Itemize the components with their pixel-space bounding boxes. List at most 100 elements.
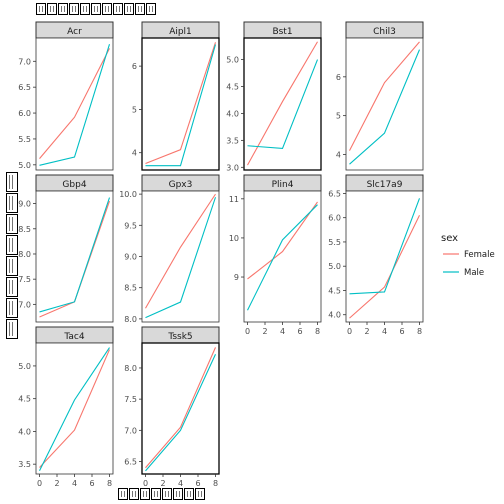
series-line-female-aipl1 xyxy=(145,42,217,165)
x-tick-label: 4 xyxy=(382,327,387,336)
x-tick-label: 2 xyxy=(364,327,369,336)
facet-label-slc17a9: Slc17a9 xyxy=(367,180,403,190)
x-axis-label xyxy=(118,488,206,500)
series-line-female-plin4 xyxy=(247,201,318,280)
x-tick-label: 0 xyxy=(245,327,250,336)
y-tick-label: 3.5 xyxy=(226,136,239,145)
y-axis-label xyxy=(6,172,18,340)
y-tick-label: 7.0 xyxy=(18,300,31,309)
series-line-female-tssk5 xyxy=(145,347,217,469)
y-tick-label: 4.0 xyxy=(18,427,31,436)
x-tick-label: 8 xyxy=(213,479,218,488)
y-tick-label: 6.0 xyxy=(18,109,31,118)
series-line-male-plin4 xyxy=(247,204,318,311)
missing-glyph-box xyxy=(58,3,68,15)
y-tick-label: 6.5 xyxy=(328,189,341,198)
y-tick-label: 5.5 xyxy=(18,135,31,144)
y-tick-label: 4.0 xyxy=(328,311,341,320)
legend-label-female: Female xyxy=(464,250,495,260)
y-tick-label: 9.5 xyxy=(124,221,137,230)
missing-glyph-box xyxy=(124,3,134,15)
missing-glyph-box xyxy=(195,488,205,500)
missing-glyph-box xyxy=(113,3,123,15)
facet-panel-gpx3 xyxy=(141,190,220,323)
series-line-male-tssk5 xyxy=(145,354,216,472)
missing-glyph-box xyxy=(140,488,150,500)
missing-glyph-box xyxy=(36,3,46,15)
y-tick-label: 7.5 xyxy=(18,275,31,284)
series-line-female-slc17a9 xyxy=(349,215,420,319)
y-tick-label: 7.0 xyxy=(18,57,31,66)
missing-glyph-box xyxy=(146,3,156,15)
series-line-male-slc17a9 xyxy=(349,198,421,295)
chart-title xyxy=(36,3,157,15)
y-tick-label: 5.0 xyxy=(226,56,239,65)
missing-glyph-box xyxy=(102,3,112,15)
y-tick-label: 7.0 xyxy=(124,426,137,435)
x-tick-label: 8 xyxy=(417,327,422,336)
y-tick-label: 6.5 xyxy=(18,83,31,92)
y-tick-label: 3.0 xyxy=(226,163,239,172)
x-tick-label: 6 xyxy=(297,327,302,336)
missing-glyph-box xyxy=(69,3,79,15)
facet-panel-chil3 xyxy=(345,37,424,171)
y-tick-label: 8.5 xyxy=(124,284,137,293)
y-tick-label: 5.0 xyxy=(328,262,341,271)
x-tick-label: 0 xyxy=(347,327,352,336)
series-line-male-acr xyxy=(39,44,111,166)
y-tick-label: 9.0 xyxy=(124,253,137,262)
series-line-female-chil3 xyxy=(349,41,420,151)
y-tick-label: 10.0 xyxy=(119,190,137,199)
y-tick-label: 4 xyxy=(132,149,137,158)
facet-label-tssk5: Tssk5 xyxy=(167,332,192,342)
y-tick-label: 7.5 xyxy=(124,395,137,404)
y-tick-label: 6 xyxy=(336,73,341,82)
missing-glyph-box xyxy=(135,3,145,15)
x-tick-label: 0 xyxy=(143,479,148,488)
x-tick-label: 4 xyxy=(72,479,77,488)
y-tick-label: 4.5 xyxy=(328,286,341,295)
x-tick-label: 2 xyxy=(160,479,165,488)
missing-glyph-box xyxy=(6,193,18,213)
legend-title: sex xyxy=(441,233,458,244)
y-tick-label: 5 xyxy=(132,105,137,114)
x-tick-label: 6 xyxy=(195,479,200,488)
missing-glyph-box xyxy=(6,298,18,318)
missing-glyph-box xyxy=(173,488,183,500)
missing-glyph-box xyxy=(151,488,161,500)
series-line-male-aipl1 xyxy=(145,44,217,167)
series-line-male-bst1 xyxy=(247,59,319,150)
y-tick-label: 8.5 xyxy=(18,225,31,234)
y-tick-label: 6.5 xyxy=(124,458,137,467)
facet-panel-tssk5 xyxy=(141,342,220,475)
series-line-female-tac4 xyxy=(39,349,111,468)
series-line-male-gpx3 xyxy=(145,197,217,319)
series-line-female-bst1 xyxy=(247,41,318,166)
x-tick-label: 2 xyxy=(54,479,59,488)
x-tick-label: 6 xyxy=(89,479,94,488)
y-tick-label: 9.0 xyxy=(18,200,31,209)
missing-glyph-box xyxy=(80,3,90,15)
y-tick-label: 5.0 xyxy=(18,161,31,170)
x-tick-label: 4 xyxy=(178,479,183,488)
y-tick-label: 8.0 xyxy=(124,364,137,373)
series-line-male-chil3 xyxy=(349,49,421,165)
series-line-female-acr xyxy=(39,48,110,159)
missing-glyph-box xyxy=(162,488,172,500)
y-tick-label: 4 xyxy=(336,150,341,159)
facet-label-plin4: Plin4 xyxy=(272,180,294,190)
x-tick-label: 8 xyxy=(107,479,112,488)
facet-panel-slc17a9 xyxy=(345,190,424,323)
y-tick-label: 8.0 xyxy=(18,250,31,259)
y-tick-label: 8.0 xyxy=(124,315,137,324)
facet-label-gbp4: Gbp4 xyxy=(62,180,86,190)
x-tick-label: 6 xyxy=(399,327,404,336)
y-tick-label: 5 xyxy=(336,112,341,121)
facet-label-aipl1: Aipl1 xyxy=(169,27,192,37)
facet-label-gpx3: Gpx3 xyxy=(169,180,193,190)
x-tick-label: 2 xyxy=(262,327,267,336)
y-tick-label: 4.5 xyxy=(226,82,239,91)
facet-panel-acr xyxy=(35,37,114,171)
y-tick-label: 5.0 xyxy=(18,362,31,371)
